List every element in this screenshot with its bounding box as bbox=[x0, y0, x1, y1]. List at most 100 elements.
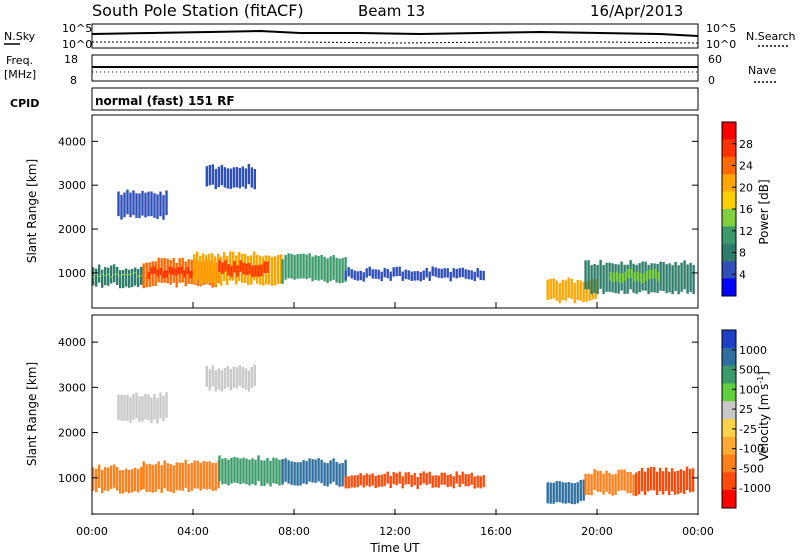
heatmap-cell bbox=[104, 275, 107, 277]
heatmap-cell bbox=[227, 264, 230, 276]
heatmap-cell bbox=[214, 168, 217, 190]
heatmap-cell bbox=[549, 482, 552, 504]
power-colorbar-label: Power [dB] bbox=[757, 179, 771, 244]
heatmap-cell bbox=[110, 465, 113, 489]
heatmap-cell bbox=[281, 459, 284, 484]
heatmap-cell bbox=[624, 271, 627, 281]
heatmap-cell bbox=[177, 267, 180, 275]
colorbar-tick-label: 12 bbox=[739, 225, 753, 238]
heatmap-cell bbox=[338, 258, 341, 284]
heatmap-cell bbox=[576, 279, 579, 301]
heatmap-cell bbox=[654, 269, 657, 279]
heatmap-cell bbox=[119, 275, 122, 277]
heatmap-cell bbox=[395, 473, 398, 486]
x-tick-label: 00:00 bbox=[682, 525, 714, 538]
heatmap-cell bbox=[250, 367, 253, 389]
heatmap-cell bbox=[232, 366, 235, 388]
heatmap-cell bbox=[639, 273, 642, 283]
heatmap-cell bbox=[250, 167, 253, 188]
heatmap-cell bbox=[163, 258, 166, 283]
heatmap-cell bbox=[141, 395, 144, 422]
heatmap-cell bbox=[670, 468, 674, 492]
heatmap-cell bbox=[353, 475, 356, 488]
heatmap-cell bbox=[122, 274, 125, 275]
heatmap-cell bbox=[168, 266, 171, 274]
heatmap-cell bbox=[159, 392, 162, 419]
heatmap-cell bbox=[567, 482, 570, 504]
heatmap-cell bbox=[156, 269, 159, 277]
heatmap-cell bbox=[129, 397, 132, 423]
heatmap-cell bbox=[113, 273, 116, 275]
heatmap-cell bbox=[224, 458, 227, 484]
colorbar-tick-label: 25 bbox=[739, 403, 753, 416]
heatmap-cell bbox=[189, 271, 192, 279]
heatmap-cell bbox=[308, 253, 311, 278]
heatmap-cell bbox=[347, 476, 350, 489]
heatmap-cell bbox=[359, 270, 362, 281]
nave-label: Nave bbox=[748, 64, 776, 77]
heatmap-cell bbox=[329, 256, 332, 282]
heatmap-cell bbox=[147, 271, 150, 279]
heatmap-cell bbox=[148, 463, 151, 492]
heatmap-cell bbox=[101, 269, 104, 288]
heatmap-cell bbox=[683, 260, 686, 290]
heatmap-cell bbox=[269, 460, 272, 487]
heatmap-cell bbox=[392, 472, 395, 485]
heatmap-cell bbox=[257, 265, 260, 277]
heatmap-cell bbox=[147, 394, 150, 421]
heatmap-cell bbox=[552, 482, 555, 504]
heatmap-cell bbox=[95, 468, 98, 493]
heatmap-cell bbox=[659, 261, 662, 291]
heatmap-cell bbox=[440, 268, 443, 279]
heatmap-cell bbox=[602, 473, 605, 495]
heatmap-cell bbox=[344, 476, 347, 489]
heatmap-cell bbox=[614, 473, 617, 495]
colorbar-swatch bbox=[722, 278, 736, 297]
heatmap-cell bbox=[410, 271, 413, 281]
colorbar-swatch bbox=[722, 191, 736, 210]
heatmap-cell bbox=[107, 267, 110, 286]
heatmap-cell bbox=[241, 166, 244, 187]
heatmap-cell bbox=[599, 470, 602, 492]
heatmap-cell bbox=[129, 192, 132, 218]
heatmap-cell bbox=[612, 272, 615, 283]
heatmap-cell bbox=[180, 266, 183, 274]
heatmap-cell bbox=[371, 473, 374, 486]
heatmap-cell bbox=[637, 471, 641, 495]
heatmap-cell bbox=[655, 471, 659, 496]
heatmap-cell bbox=[131, 273, 134, 275]
heatmap-cell bbox=[142, 461, 145, 490]
heatmap-cell bbox=[183, 270, 186, 278]
colorbar-tick-label: -1000 bbox=[739, 482, 771, 495]
heatmap-cell bbox=[138, 396, 141, 423]
heatmap-cell bbox=[634, 472, 638, 496]
heatmap-cell bbox=[293, 462, 296, 486]
heatmap-cell bbox=[217, 368, 220, 390]
heatmap-cell bbox=[561, 482, 564, 504]
heatmap-cell bbox=[236, 265, 239, 277]
heatmap-cell bbox=[648, 269, 651, 280]
heatmap-cell bbox=[674, 261, 677, 291]
heatmap-cell bbox=[585, 281, 588, 302]
heatmap-cell bbox=[98, 276, 101, 277]
heatmap-cell bbox=[587, 473, 590, 495]
cpid-frame bbox=[91, 87, 699, 111]
heatmap-cell bbox=[590, 265, 593, 295]
date-label: 16/Apr/2013 bbox=[590, 2, 683, 20]
heatmap-cell bbox=[335, 257, 338, 283]
heatmap-cell bbox=[224, 260, 227, 272]
heatmap-cell bbox=[120, 194, 123, 220]
heatmap-cell bbox=[132, 190, 135, 216]
heatmap-cell bbox=[242, 457, 245, 484]
heatmap-cell bbox=[253, 251, 256, 281]
heatmap-cell bbox=[329, 460, 332, 484]
heatmap-cell bbox=[186, 267, 189, 275]
heatmap-cell bbox=[636, 271, 639, 281]
heatmap-cell bbox=[443, 472, 446, 485]
heatmap-cell bbox=[629, 472, 632, 494]
heatmap-cell bbox=[190, 462, 193, 491]
heatmap-cell bbox=[145, 262, 148, 288]
heatmap-cell bbox=[175, 462, 178, 491]
heatmap-cell bbox=[244, 368, 247, 390]
heatmap-cell bbox=[154, 464, 157, 492]
